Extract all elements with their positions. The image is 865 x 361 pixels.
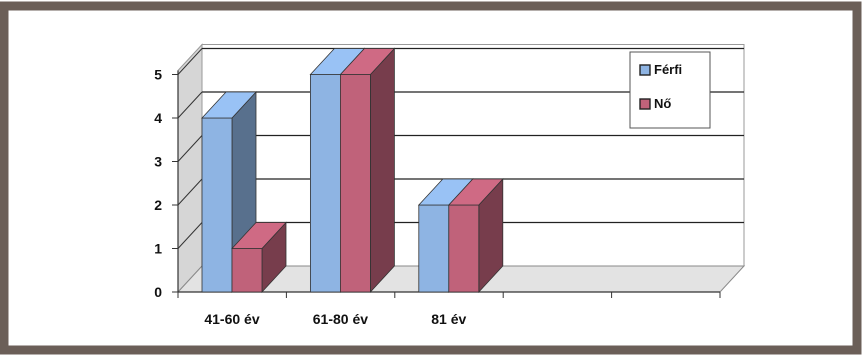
bar-Férfi-81 év [418,204,450,293]
bar-top-1-0 [231,222,287,249]
bar-Nő-61-80 év [339,74,371,293]
legend-swatch-0 [639,64,651,76]
gridline-side [177,178,203,206]
legend-swatch-1 [639,98,651,110]
x-tick-label: 81 év [431,311,466,327]
legend-label-1: Nő [654,96,671,111]
gridline-side [177,91,203,119]
x-tick-label: 61-80 év [313,311,368,327]
bar-Nő-41-60 év [231,248,263,293]
legend: Férfi Nő [629,51,711,129]
chart-marks [201,47,504,294]
bar-Férfi-41-60 év [201,117,233,293]
y-tick-label: 0 [154,284,162,300]
bar-top-0-0 [201,91,257,119]
bar-top-1-1 [339,48,396,75]
y-tick-label: 1 [154,241,162,257]
gridline-side [177,48,203,75]
bar-Férfi-61-80 év [309,74,341,293]
gridline-side [177,222,203,249]
gridline-side [177,135,203,162]
y-tick-label: 4 [154,110,162,126]
y-tick-label: 3 [154,154,162,170]
side-wall [177,43,203,294]
bar-side-1-1 [369,47,395,294]
x-tick-label: 41-60 év [204,311,259,327]
legend-label-0: Férfi [654,62,682,77]
y-tick-label: 5 [154,67,162,83]
y-tick-label: 2 [154,197,162,213]
bar-Nő-81 év [448,204,480,293]
bar-top-1-2 [447,178,504,206]
